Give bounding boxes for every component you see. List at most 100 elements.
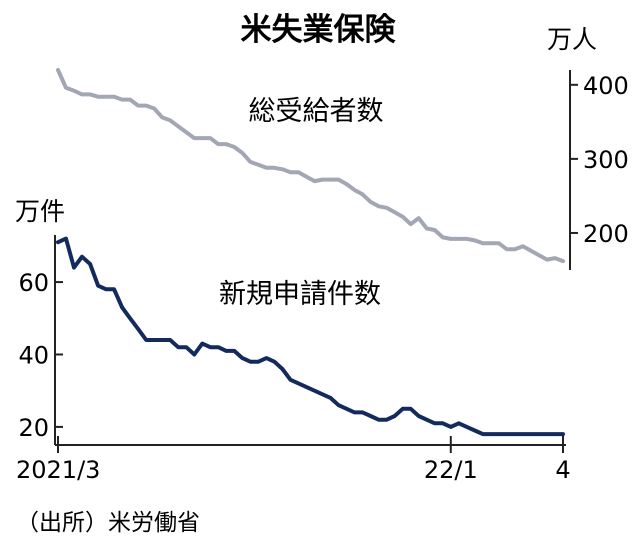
continuing-point-44 [409,222,413,226]
continuing-point-49 [449,237,453,241]
initial-y-tick-label-20: 20 [18,414,49,442]
continuing-point-61 [545,258,549,262]
initial-point-57 [513,432,517,436]
continuing-series-label: 総受給者数 [249,96,384,127]
initial-point-61 [545,432,549,436]
continuing-point-23 [240,151,244,155]
initial-point-1 [64,237,68,241]
continuing-point-42 [393,210,397,214]
initial-point-28 [280,367,284,371]
continuing-point-43 [401,215,405,219]
continuing-unit-label: 万人 [547,25,597,54]
continuing-claims-points [56,68,565,263]
initial-point-42 [393,414,397,418]
initial-point-4 [88,262,92,266]
initial-point-0 [56,240,60,244]
source-note: （出所）米労働省 [16,510,200,536]
initial-point-6 [104,287,108,291]
initial-y-ticks: 20 40 60 [18,269,63,442]
initial-point-37 [353,410,357,414]
initial-series-label: 新規申請件数 [219,279,381,310]
initial-point-18 [200,342,204,346]
continuing-point-37 [353,188,357,192]
continuing-point-15 [176,124,180,128]
continuing-point-3 [80,92,84,96]
initial-point-49 [449,425,453,429]
continuing-point-4 [88,92,92,96]
x-ticks: 2021/3 22/1 4 [16,436,571,484]
continuing-point-62 [553,256,557,260]
continuing-point-63 [561,259,565,263]
initial-point-35 [337,403,341,407]
continuing-point-6 [104,95,108,99]
continuing-point-22 [232,145,236,149]
initial-point-22 [232,349,236,353]
continuing-point-1 [64,86,68,90]
continuing-point-53 [481,241,485,245]
continuing-point-33 [321,178,325,182]
continuing-y-tick-label-200: 200 [583,220,629,248]
continuing-point-19 [208,136,212,140]
initial-point-33 [321,392,325,396]
continuing-point-18 [200,136,204,140]
initial-point-59 [529,432,533,436]
initial-point-54 [489,432,493,436]
continuing-point-12 [152,107,156,111]
continuing-point-47 [433,228,437,232]
initial-point-9 [128,316,132,320]
initial-point-48 [441,421,445,425]
continuing-point-50 [457,237,461,241]
initial-point-39 [369,414,373,418]
initial-point-25 [256,360,260,364]
initial-unit-label: 万件 [15,197,65,226]
x-tick-label-0: 2021/3 [16,456,100,484]
initial-point-43 [401,407,405,411]
continuing-point-54 [489,241,493,245]
initial-point-62 [553,432,557,436]
initial-point-47 [433,421,437,425]
initial-point-3 [80,255,84,259]
continuing-point-39 [369,200,373,204]
initial-point-56 [505,432,509,436]
continuing-point-14 [168,118,172,122]
continuing-y-tick-label-300: 300 [583,146,629,174]
initial-point-52 [473,429,477,433]
initial-y-tick-label-60: 60 [18,269,49,297]
continuing-point-30 [296,170,300,174]
initial-point-20 [216,345,220,349]
initial-point-53 [481,432,485,436]
continuing-point-20 [216,142,220,146]
continuing-point-40 [377,204,381,208]
continuing-point-51 [465,237,469,241]
initial-point-21 [224,349,228,353]
continuing-point-48 [441,235,445,239]
continuing-point-38 [361,192,365,196]
continuing-point-17 [192,136,196,140]
continuing-point-26 [264,166,268,170]
initial-point-10 [136,327,140,331]
initial-point-32 [313,389,317,393]
initial-point-27 [272,360,276,364]
continuing-point-0 [56,68,60,72]
initial-point-55 [497,432,501,436]
continuing-point-13 [160,115,164,119]
continuing-point-25 [256,163,260,167]
chart-title: 米失業保険 [241,12,397,48]
initial-point-17 [192,352,196,356]
initial-point-13 [160,338,164,342]
continuing-point-10 [136,104,140,108]
continuing-point-55 [497,241,501,245]
initial-point-30 [296,381,300,385]
continuing-point-2 [72,89,76,93]
continuing-claims-line [56,68,565,264]
continuing-y-ticks: 200 300 400 [570,72,629,248]
initial-point-24 [248,360,252,364]
initial-point-26 [264,356,268,360]
continuing-point-56 [505,247,509,251]
initial-point-11 [144,338,148,342]
initial-point-16 [184,345,188,349]
initial-point-23 [240,356,244,360]
continuing-point-24 [248,160,252,164]
initial-point-46 [425,418,429,422]
x-tick-label-2: 4 [555,456,570,484]
